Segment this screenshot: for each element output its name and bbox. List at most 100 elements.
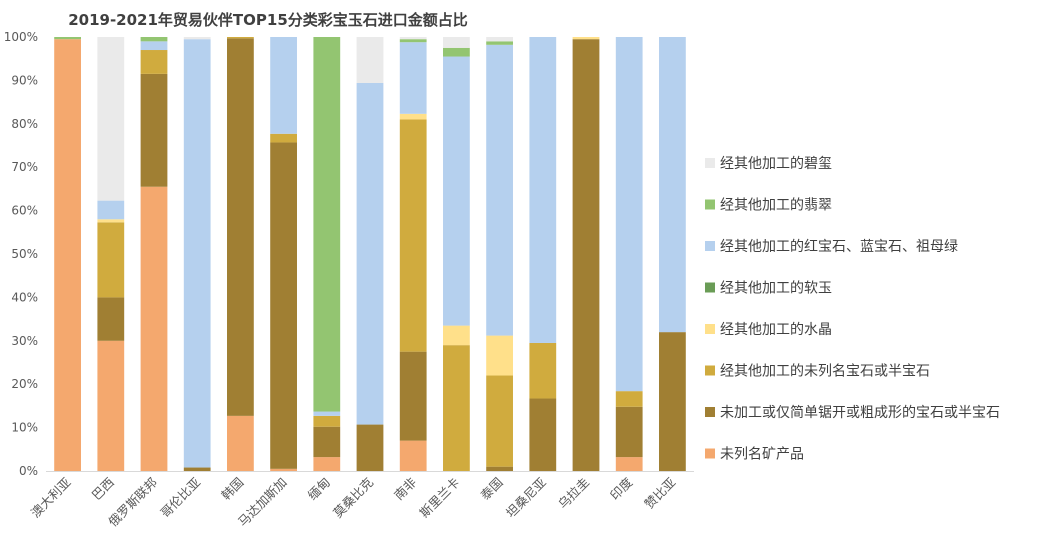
bar-segment	[227, 38, 254, 416]
x-category-label: 韩国	[218, 475, 246, 503]
legend-label: 经其他加工的红宝石、蓝宝石、祖母绿	[720, 239, 958, 255]
bar-segment	[270, 37, 297, 134]
legend-item: 经其他加工的软玉	[705, 281, 832, 297]
legend-item: 经其他加工的碧玺	[705, 156, 832, 172]
bar-segment	[227, 415, 254, 471]
x-category-label: 哥伦比亚	[157, 475, 203, 521]
bar-segment	[615, 37, 643, 392]
bar-segment	[529, 37, 557, 343]
bar-segment	[399, 440, 427, 471]
bar-segment	[399, 119, 427, 352]
bar-segment	[140, 41, 168, 51]
bar-segment	[486, 44, 513, 336]
bar-segment	[227, 37, 254, 39]
bar-segment	[270, 142, 297, 469]
legend-label: 经其他加工的碧玺	[720, 156, 832, 172]
legend-item: 经其他加工的红宝石、蓝宝石、祖母绿	[705, 239, 958, 255]
bar-segment	[140, 186, 168, 472]
x-category-label: 澳大利亚	[28, 475, 74, 521]
x-category-label: 赞比亚	[641, 475, 678, 512]
bar-segment	[486, 37, 513, 42]
bar-segment	[443, 325, 470, 346]
bar-segment	[313, 37, 341, 412]
bar-segment	[140, 73, 168, 187]
legend-label: 未列名矿产品	[720, 447, 804, 463]
y-tick-label: 40%	[11, 290, 38, 304]
bar-segment	[529, 342, 557, 399]
y-tick-label: 100%	[4, 30, 38, 44]
legend-swatch	[705, 199, 715, 210]
bar-segment	[399, 39, 427, 43]
bar-segment	[97, 219, 125, 223]
bar-segment	[659, 332, 686, 471]
bar-segment	[183, 467, 211, 471]
bar-segment	[183, 39, 211, 468]
bar-segment	[615, 457, 643, 471]
x-category-label: 南非	[391, 475, 419, 503]
legend-label: 经其他加工的水晶	[720, 322, 832, 338]
bar-segment	[615, 391, 643, 407]
x-category-label: 乌拉圭	[555, 475, 592, 512]
legend-label: 经其他加工的软玉	[720, 281, 832, 297]
bar-segment	[356, 37, 384, 83]
x-category-label: 斯里兰卡	[417, 475, 463, 521]
bar-segment	[54, 39, 81, 472]
legend-item: 未列名矿产品	[705, 447, 804, 463]
legend-swatch	[705, 282, 715, 293]
legend-item: 未加工或仅简单锯开或粗成形的宝石或半宝石	[705, 404, 1000, 421]
x-category-label: 泰国	[477, 475, 505, 503]
x-category-label: 缅甸	[305, 475, 333, 503]
bar-segment	[443, 345, 470, 471]
bar-segment	[399, 37, 427, 40]
bar-segment	[356, 424, 384, 471]
y-tick-label: 90%	[11, 73, 38, 87]
bar-segment	[572, 37, 600, 40]
y-tick-label: 60%	[11, 204, 38, 218]
legend-swatch	[705, 407, 715, 417]
bar-segment	[54, 37, 81, 40]
bar-segment	[97, 200, 125, 220]
bar-segment	[270, 133, 297, 143]
bar-segment	[399, 42, 427, 114]
x-category-label: 莫桑比克	[330, 475, 376, 521]
legend-item: 经其他加工的翡翠	[705, 198, 832, 214]
y-tick-label: 20%	[11, 377, 38, 391]
bar-segment	[486, 375, 513, 467]
legend-item: 经其他加工的水晶	[705, 322, 832, 338]
legend-swatch	[705, 324, 715, 334]
bar-segment	[486, 466, 513, 471]
bar-segment	[140, 50, 168, 74]
bar-segment	[443, 56, 470, 326]
bar-segment	[399, 351, 427, 441]
legend-item: 经其他加工的未列名宝石或半宝石	[705, 364, 930, 380]
chart-title: 2019-2021年贸易伙伴TOP15分类彩宝玉石进口金额占比	[68, 11, 468, 29]
bar-segment	[313, 457, 341, 471]
bar-segment	[97, 37, 125, 201]
y-axis: 0% 10% 20% 30% 40% 50% 60% 70% 80% 90% 100%	[4, 30, 694, 478]
bar-segment	[486, 335, 513, 376]
legend-swatch	[705, 365, 715, 376]
bar-segment	[572, 39, 600, 472]
y-tick-label: 10%	[11, 421, 38, 435]
bar-segment	[270, 468, 297, 471]
bar-segment	[97, 340, 125, 471]
y-tick-label: 80%	[11, 117, 38, 131]
legend-swatch	[705, 241, 715, 251]
x-category-label: 坦桑尼亚	[503, 475, 549, 521]
bar-segment	[443, 37, 470, 48]
legend: 经其他加工的碧玺经其他加工的翡翠经其他加工的红宝石、蓝宝石、祖母绿经其他加工的软…	[705, 156, 1000, 463]
bar-segment	[486, 41, 513, 45]
y-tick-label: 50%	[11, 247, 38, 261]
bar-segment	[529, 398, 557, 471]
bar-segment	[313, 415, 341, 427]
bar-segment	[313, 426, 341, 458]
legend-swatch	[705, 448, 715, 459]
x-category-label: 巴西	[89, 475, 117, 503]
legend-label: 未加工或仅简单锯开或粗成形的宝石或半宝石	[720, 404, 1000, 421]
bar-segment	[97, 222, 125, 298]
x-category-label: 印度	[607, 474, 636, 503]
bar-segment	[140, 37, 168, 42]
bar-segment	[97, 297, 125, 341]
